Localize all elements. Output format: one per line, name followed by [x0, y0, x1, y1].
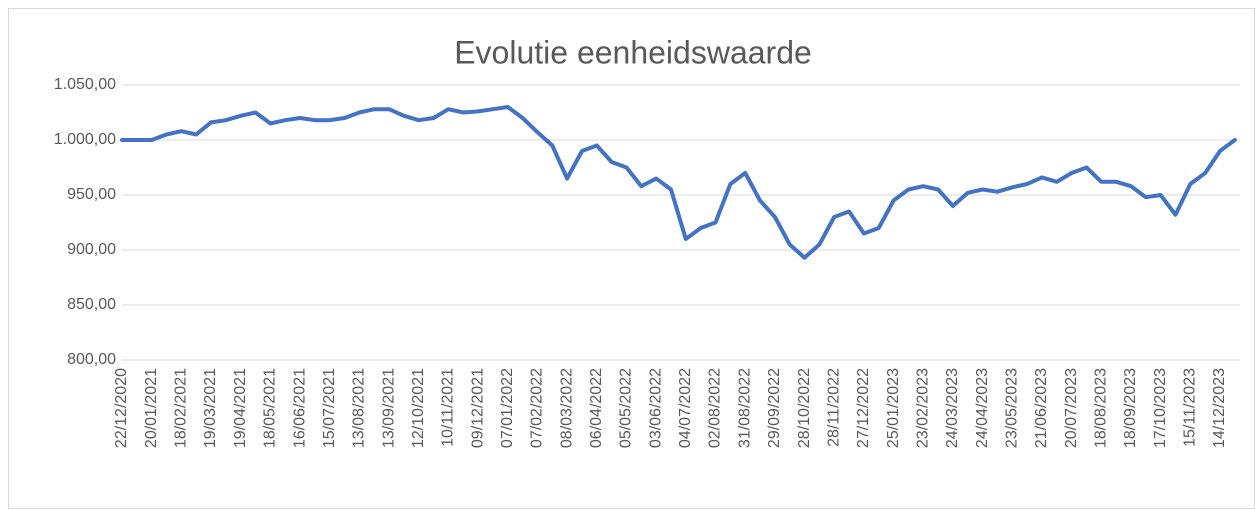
y-tick-label: 950,00	[67, 186, 116, 203]
x-tick-label: 10/11/2021	[440, 368, 457, 447]
x-tick-label: 05/05/2022	[618, 368, 635, 448]
x-tick-label: 07/01/2022	[499, 368, 516, 448]
y-tick-label: 850,00	[67, 296, 116, 313]
x-tick-label: 23/05/2023	[1003, 368, 1020, 448]
x-tick-label: 03/06/2022	[647, 368, 664, 448]
x-tick-label: 18/08/2023	[1093, 368, 1110, 448]
y-tick-label: 800,00	[67, 351, 116, 368]
x-tick-label: 13/08/2021	[351, 368, 368, 448]
x-tick-label: 13/09/2021	[380, 368, 397, 448]
x-tick-label: 02/08/2022	[707, 368, 724, 448]
x-tick-label: 18/02/2021	[173, 368, 190, 448]
chart-border	[8, 8, 1255, 509]
x-tick-label: 20/01/2021	[143, 368, 160, 448]
x-tick-label: 18/05/2021	[262, 368, 279, 448]
x-tick-label: 19/03/2021	[202, 368, 219, 448]
x-tick-label: 12/10/2021	[410, 368, 427, 448]
x-tick-label: 19/04/2021	[232, 368, 249, 448]
x-tick-label: 16/06/2021	[291, 368, 308, 448]
y-tick-label: 1.000,00	[54, 131, 116, 148]
x-tick-label: 07/02/2022	[529, 368, 546, 448]
x-tick-label: 09/12/2021	[469, 368, 486, 448]
x-tick-label: 22/12/2020	[113, 368, 130, 448]
x-tick-label: 24/04/2023	[974, 368, 991, 448]
y-tick-label: 1.050,00	[54, 76, 116, 93]
chart-title: Evolutie eenheidswaarde	[454, 34, 812, 70]
x-tick-label: 15/11/2023	[1182, 368, 1199, 447]
x-tick-label: 06/04/2022	[588, 368, 605, 448]
x-tick-label: 24/03/2023	[944, 368, 961, 448]
x-tick-label: 25/01/2023	[885, 368, 902, 448]
x-tick-label: 15/07/2021	[321, 368, 338, 448]
y-tick-label: 900,00	[67, 241, 116, 258]
x-tick-label: 14/12/2023	[1211, 368, 1228, 448]
x-tick-label: 31/08/2022	[736, 368, 753, 448]
x-tick-label: 20/07/2023	[1063, 368, 1080, 448]
x-tick-label: 04/07/2022	[677, 368, 694, 448]
x-tick-label: 08/03/2022	[558, 368, 575, 448]
x-tick-label: 29/09/2022	[766, 368, 783, 448]
x-tick-label: 23/02/2023	[914, 368, 931, 448]
x-tick-label: 21/06/2023	[1033, 368, 1050, 448]
x-tick-label: 28/10/2022	[796, 368, 813, 448]
x-tick-label: 18/09/2023	[1122, 368, 1139, 448]
data-line	[120, 105, 1237, 260]
x-tick-label: 17/10/2023	[1152, 368, 1169, 448]
x-tick-label: 27/12/2022	[855, 368, 872, 448]
x-tick-label: 28/11/2022	[825, 368, 842, 447]
